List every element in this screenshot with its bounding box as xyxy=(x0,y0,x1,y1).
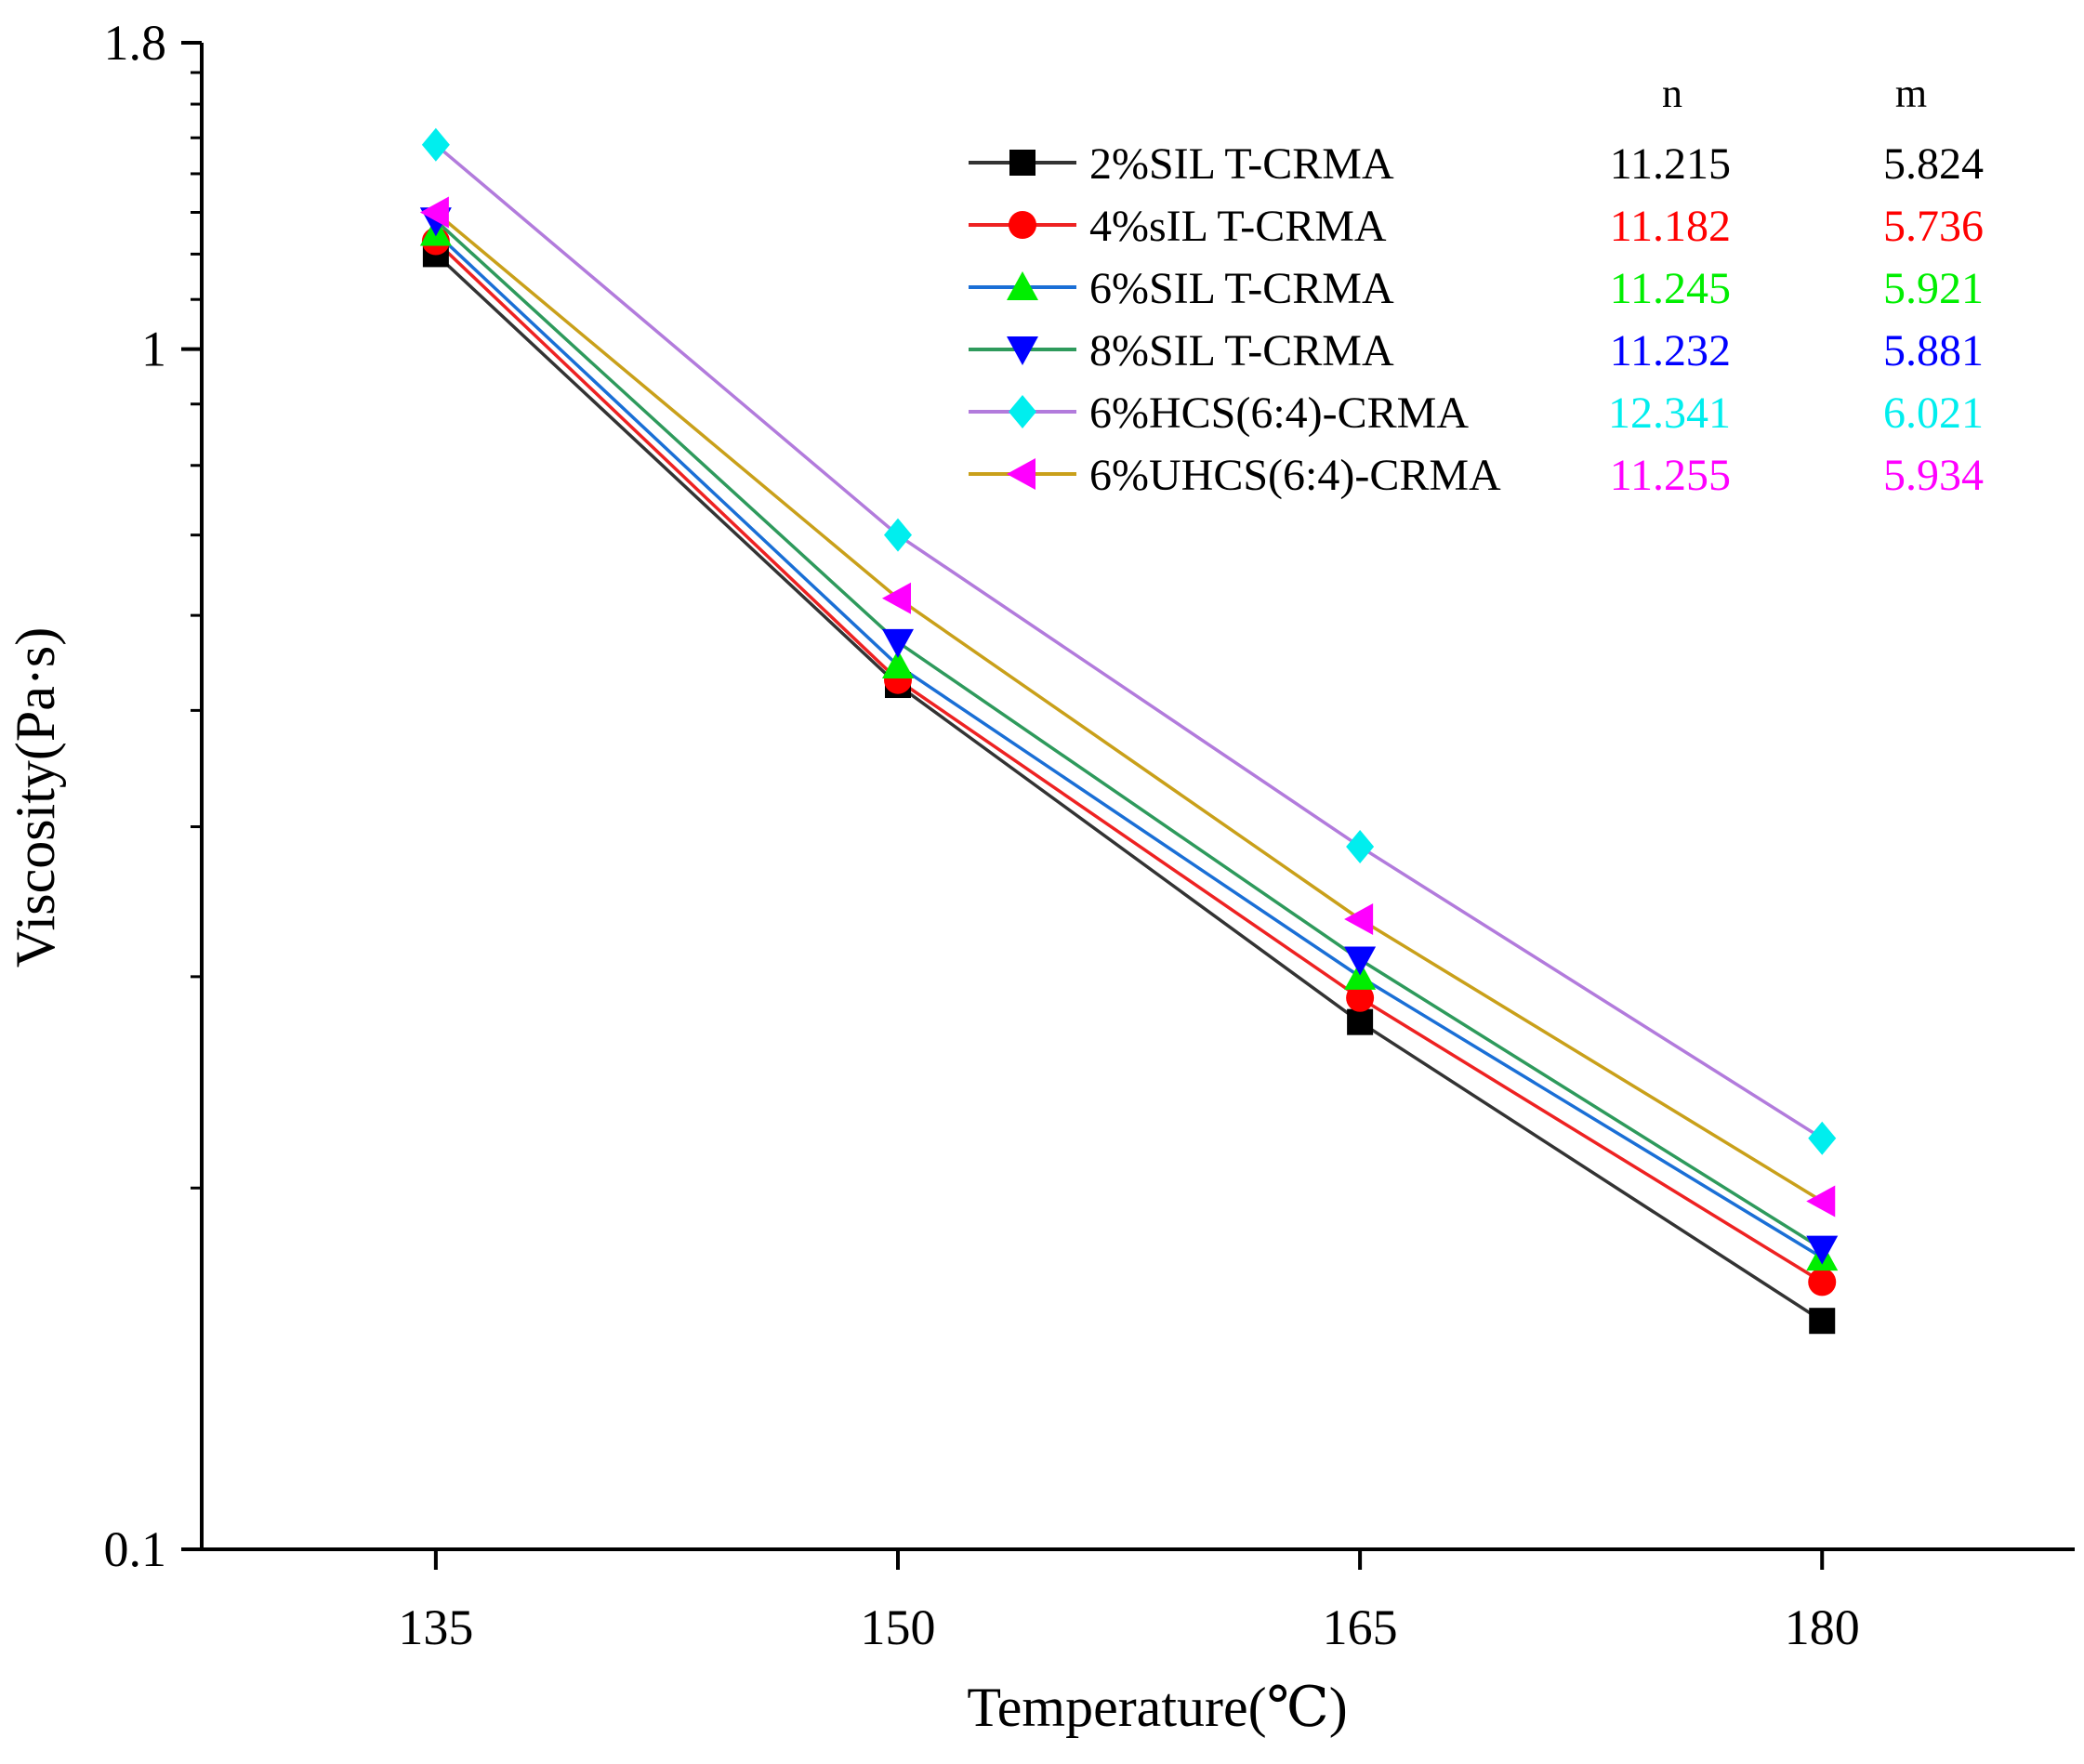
data-point-5 xyxy=(883,518,912,552)
legend-label-2: 4%sIL T-CRMA xyxy=(1089,202,1387,251)
legend-label-1: 2%SIL T-CRMA xyxy=(1089,139,1394,189)
data-point-4 xyxy=(1344,946,1377,976)
series-line-1 xyxy=(434,253,1824,1323)
legend-marker-4 xyxy=(1007,336,1038,365)
series-line-3 xyxy=(434,231,1824,1259)
legend-marker-1 xyxy=(1009,150,1035,176)
legend-n-value-2: 11.182 xyxy=(1610,202,1731,251)
legend: n m 2%SIL T-CRMA 11.215 5.824 4%sIL T-CRMA 1… xyxy=(969,71,1984,500)
series-line-6 xyxy=(434,211,1824,1203)
data-point-1 xyxy=(1809,1308,1836,1335)
series-line-4 xyxy=(434,218,1824,1251)
legend-label-4: 8%SIL T-CRMA xyxy=(1089,326,1394,375)
legend-m-value-4: 5.881 xyxy=(1883,326,1984,375)
legend-label-5: 6%HCS(6:4)-CRMA xyxy=(1089,388,1469,438)
legend-n-value-4: 11.232 xyxy=(1610,326,1731,375)
series-markers xyxy=(419,127,1839,1335)
legend-header-m: m xyxy=(1895,71,1927,116)
x-tick-label: 135 xyxy=(398,1599,473,1655)
legend-m-value-5: 6.021 xyxy=(1883,388,1984,438)
axis-ticks: 135 150 165 180 1.8 1 0.1 xyxy=(104,15,1860,1655)
legend-label-3: 6%SIL T-CRMA xyxy=(1089,264,1394,313)
y-tick-label: 1.8 xyxy=(104,15,167,71)
x-tick-label: 180 xyxy=(1785,1599,1860,1655)
data-point-3 xyxy=(881,650,914,679)
legend-m-value-3: 5.921 xyxy=(1883,264,1984,313)
legend-n-value-5: 12.341 xyxy=(1608,388,1731,438)
legend-marker-2 xyxy=(1009,211,1036,239)
data-point-2 xyxy=(1808,1268,1837,1297)
data-point-6 xyxy=(1806,1185,1836,1218)
x-tick-label: 165 xyxy=(1323,1599,1398,1655)
data-point-6 xyxy=(1344,902,1374,935)
x-tick-label: 150 xyxy=(860,1599,935,1655)
x-axis-title: Temperature(℃) xyxy=(967,1677,1347,1738)
axes xyxy=(200,43,2075,1551)
data-point-5 xyxy=(1808,1121,1837,1155)
legend-m-value-1: 5.824 xyxy=(1883,139,1984,189)
legend-n-value-3: 11.245 xyxy=(1610,264,1731,313)
y-axis-title: Viscosity(Pa·s) xyxy=(5,627,66,968)
y-tick-label: 1 xyxy=(141,322,166,377)
legend-marker-5 xyxy=(1009,395,1036,428)
legend-n-value-1: 11.215 xyxy=(1610,139,1731,189)
data-point-4 xyxy=(881,628,914,658)
legend-n-value-6: 11.255 xyxy=(1610,451,1731,500)
legend-m-value-2: 5.736 xyxy=(1883,202,1984,251)
series-line-5 xyxy=(434,143,1824,1140)
legend-marker-3 xyxy=(1007,271,1038,300)
data-point-1 xyxy=(1347,1008,1374,1035)
data-point-4 xyxy=(1806,1235,1839,1265)
y-tick-label: 0.1 xyxy=(104,1521,167,1577)
legend-marker-6 xyxy=(1007,458,1035,490)
data-point-6 xyxy=(881,582,911,614)
data-point-5 xyxy=(1346,829,1375,863)
legend-label-6: 6%UHCS(6:4)-CRMA xyxy=(1089,451,1501,500)
data-point-2 xyxy=(1346,983,1375,1012)
series-line-2 xyxy=(434,240,1824,1284)
data-point-5 xyxy=(421,127,450,162)
legend-header-n: n xyxy=(1662,71,1682,116)
series-lines xyxy=(434,143,1824,1323)
legend-m-value-6: 5.934 xyxy=(1883,451,1984,500)
data-point-6 xyxy=(419,196,449,229)
